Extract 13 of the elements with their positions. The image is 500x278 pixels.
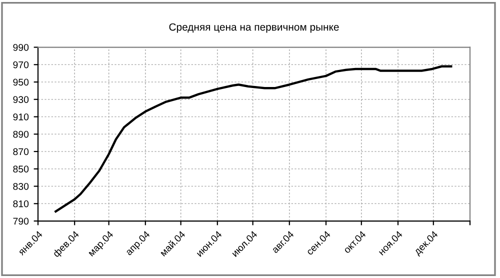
y-tick-label: 990	[13, 44, 29, 51]
y-tick-label: 790	[13, 218, 29, 225]
y-tick-label: 810	[13, 200, 29, 208]
y-tick-label: 910	[13, 113, 29, 120]
y-tick-label: 830	[13, 182, 29, 190]
y-tick-label: 890	[13, 130, 29, 138]
line-series	[54, 65, 452, 213]
y-tick-label: 950	[13, 78, 29, 86]
y-tick-label: 870	[13, 148, 29, 156]
y-tick-label: 970	[13, 61, 29, 68]
y-tick-label: 930	[13, 96, 29, 104]
y-tick-label: 850	[13, 166, 29, 173]
chart-title: Средняя цена на первичном рынке	[169, 23, 339, 33]
